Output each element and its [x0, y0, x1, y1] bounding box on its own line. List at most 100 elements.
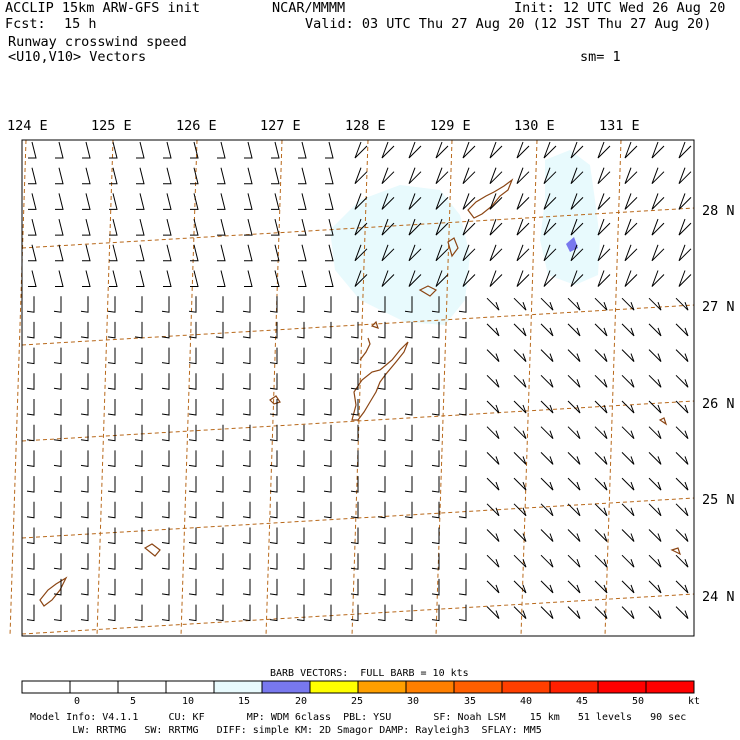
wind-barb [377, 501, 386, 519]
wind-barb [161, 321, 170, 339]
wind-barb [271, 218, 280, 236]
wind-barb [513, 554, 527, 568]
wind-barb [188, 578, 197, 596]
wind-barb [161, 501, 170, 519]
color-scale-bin [261, 680, 311, 694]
lat-label-27: 27 N [702, 299, 735, 315]
wind-barb [489, 141, 503, 159]
wind-barb [215, 450, 224, 467]
wind-barb [513, 426, 527, 440]
wind-barb [621, 349, 635, 362]
wind-barb [26, 321, 35, 339]
wind-barb [323, 424, 332, 442]
wind-barb [404, 321, 413, 339]
wind-barb [513, 580, 527, 594]
wind-barb [624, 141, 638, 159]
wind-barb [242, 424, 251, 442]
lon-label-128: 128 E [345, 118, 386, 134]
wind-barb [540, 554, 554, 568]
wind-barb [597, 270, 611, 287]
wind-barb [513, 400, 527, 414]
wind-barb [26, 347, 35, 365]
wind-barb [621, 529, 635, 542]
wind-barb [377, 604, 386, 622]
wind-barb [377, 527, 386, 545]
wind-barb [26, 604, 35, 622]
wind-barb [462, 167, 476, 185]
wind-barb [624, 270, 638, 287]
wind-barb [296, 450, 305, 467]
meridian-line [604, 139, 622, 637]
wind-barb [323, 321, 332, 339]
wind-barb [298, 141, 307, 159]
wind-barb [458, 501, 467, 519]
wind-barb [55, 193, 64, 210]
wind-barb [136, 270, 145, 287]
wind-barb [513, 323, 527, 337]
wind-barb [136, 193, 145, 210]
wind-barb [540, 477, 554, 491]
wind-barb [567, 426, 581, 440]
wind-barb [540, 374, 554, 388]
wind-barb [435, 141, 449, 159]
color-scale-bin [117, 680, 167, 694]
color-scale-bin [501, 680, 551, 694]
map-frame [21, 139, 695, 637]
legend-tick-50: 50 [632, 696, 645, 707]
wind-barb [597, 244, 611, 262]
wind-barb [80, 527, 89, 545]
wind-barb [675, 400, 689, 414]
wind-barb [325, 141, 334, 159]
meridian-line [351, 139, 369, 637]
wind-barb [567, 374, 581, 388]
wind-barb [486, 400, 500, 414]
wind-barb [377, 450, 386, 467]
wind-barb [134, 347, 143, 365]
wind-barb [80, 321, 89, 339]
wind-barb [404, 296, 413, 313]
wind-barb [161, 399, 170, 416]
vector-name: <U10,V10> Vectors [8, 49, 147, 65]
coast-miyako [143, 543, 161, 557]
wind-barb [53, 347, 62, 365]
wind-barb [486, 374, 500, 388]
wind-barb [190, 193, 199, 210]
wind-barb [271, 141, 280, 159]
wind-barb [513, 503, 527, 517]
wind-barb [431, 578, 440, 596]
wind-barb [408, 218, 422, 236]
wind-barb [435, 193, 449, 210]
wind-barb [597, 167, 611, 185]
footer-model-info: Model Info: V4.1.1 CU: KF MP: WDM 6class… [30, 712, 687, 723]
lon-label-125: 125 E [91, 118, 132, 134]
wind-barb [242, 604, 251, 622]
wind-barb [621, 606, 635, 619]
wind-barb [513, 297, 527, 311]
wind-barb [513, 529, 527, 542]
wind-barb [431, 553, 440, 570]
wind-barb [513, 374, 527, 388]
wind-barb [516, 218, 530, 236]
wind-barb [651, 270, 665, 287]
wind-barb [458, 476, 467, 493]
wind-barb [161, 553, 170, 570]
lat-label-26: 26 N [702, 396, 735, 412]
wind-barb [188, 373, 197, 390]
wind-barb [80, 424, 89, 442]
wind-barb [651, 218, 665, 236]
wind-barb [350, 553, 359, 570]
wind-barb [404, 347, 413, 365]
wind-barb [648, 606, 662, 619]
wind-barb [215, 399, 224, 416]
wind-barb [513, 349, 527, 362]
wind-barb [296, 373, 305, 390]
color-scale-bin [405, 680, 455, 694]
wind-barb [567, 606, 581, 619]
wind-barb [188, 553, 197, 570]
legend-tick-0: 0 [74, 696, 81, 707]
wind-barb [323, 450, 332, 467]
wind-barb [188, 296, 197, 313]
wind-barb [377, 553, 386, 570]
wind-barb [188, 527, 197, 545]
wind-barb [678, 270, 692, 287]
